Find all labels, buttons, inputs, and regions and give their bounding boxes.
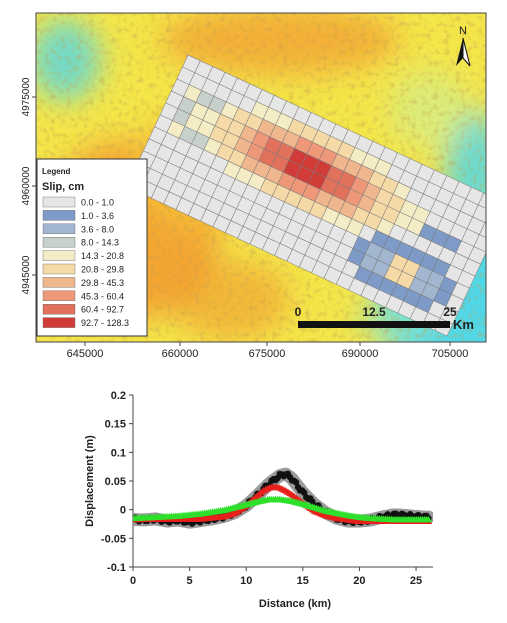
legend-swatch: [42, 250, 76, 261]
map-x-axis: 645000 660000 675000 690000 705000: [67, 342, 469, 360]
scale-label-25: 25: [443, 305, 457, 319]
legend-swatch: [42, 210, 76, 221]
legend-swatch: [42, 236, 76, 248]
legend-class-label: 8.0 - 14.3: [81, 238, 119, 248]
legend-title: Legend: [42, 167, 71, 176]
y-tick-label: 0.15: [105, 419, 126, 431]
x-tick-label: 25: [410, 575, 422, 587]
legend-class-label: 1.0 - 3.6: [81, 211, 114, 221]
x-tick-label: 0: [130, 575, 136, 587]
y-tick-label: 0.1: [111, 447, 126, 459]
map-x-tick-label: 690000: [342, 348, 379, 360]
legend-swatch: [42, 223, 76, 235]
legend-class-label: 3.6 - 8.0: [81, 224, 114, 234]
data-point: [292, 479, 300, 486]
series-3: [133, 495, 433, 523]
scale-bar: 0 12.5 25 Km: [295, 305, 474, 332]
legend-class-label: 14.3 - 20.8: [81, 251, 124, 261]
legend-swatch: [42, 277, 76, 288]
map-y-tick-label: 4975000: [21, 77, 32, 116]
legend-swatch: [42, 196, 76, 208]
x-tick-label: 20: [353, 575, 365, 587]
legend-swatch: [42, 290, 76, 301]
y-axis-label: Displacement (m): [84, 435, 96, 527]
y-tick-label: -0.05: [101, 533, 126, 545]
map-y-axis: 4975000 4960000 4945000: [21, 77, 36, 294]
chart-axes: -0.1 -0.05 0 0.05 0.1 0.15 0.2 0 5 10 15 20 25: [101, 390, 433, 587]
north-label: N: [459, 25, 467, 37]
map-x-tick-label: 645000: [67, 348, 104, 360]
scale-label-0: 0: [295, 305, 302, 319]
scale-label-12-5: 12.5: [362, 305, 386, 319]
legend-swatch: [42, 317, 76, 328]
y-tick-label: -0.1: [107, 562, 126, 574]
fault-patch: [491, 199, 507, 217]
map-y-tick-label: 4960000: [21, 166, 32, 205]
map-frame: [35, 12, 487, 343]
map-x-tick-label: 675000: [249, 348, 286, 360]
fault-patch: [484, 210, 486, 229]
legend-class-label: 20.8 - 29.8: [81, 265, 124, 275]
map-x-tick-label: 660000: [162, 348, 199, 360]
legend-class-label: 0.0 - 1.0: [81, 198, 114, 208]
x-tick-label: 5: [187, 575, 193, 587]
y-tick-label: 0.05: [105, 476, 126, 488]
data-point: [424, 515, 433, 523]
chart-series: [133, 467, 433, 529]
fault-slip-grid: [126, 54, 507, 337]
north-arrow-icon: N: [456, 25, 471, 67]
x-tick-label: 15: [297, 575, 309, 587]
y-tick-label: 0.2: [111, 390, 126, 402]
legend-swatch: [42, 304, 76, 315]
displacement-profile-chart: -0.1 -0.05 0 0.05 0.1 0.15 0.2 0 5 10 15 20 25 Dista…: [84, 390, 433, 610]
legend-class-label: 60.4 - 92.7: [81, 305, 124, 315]
scale-unit: Km: [453, 317, 474, 332]
legend-class-label: 45.3 - 60.4: [81, 291, 124, 301]
slip-legend: Legend Slip, cm 0.0 - 1.0 1.0 - 3.6 3.6 - …: [36, 158, 148, 337]
map-x-tick-label: 705000: [432, 348, 469, 360]
x-tick-label: 10: [240, 575, 252, 587]
legend-class-label: 29.8 - 45.3: [81, 278, 124, 288]
legend-subtitle: Slip, cm: [42, 181, 84, 193]
legend-swatch: [42, 263, 76, 275]
x-axis-label: Distance (km): [259, 598, 331, 610]
map-y-tick-label: 4945000: [21, 255, 32, 294]
y-tick-label: 0: [120, 505, 126, 517]
legend-class-label: 92.7 - 128.3: [81, 318, 129, 328]
